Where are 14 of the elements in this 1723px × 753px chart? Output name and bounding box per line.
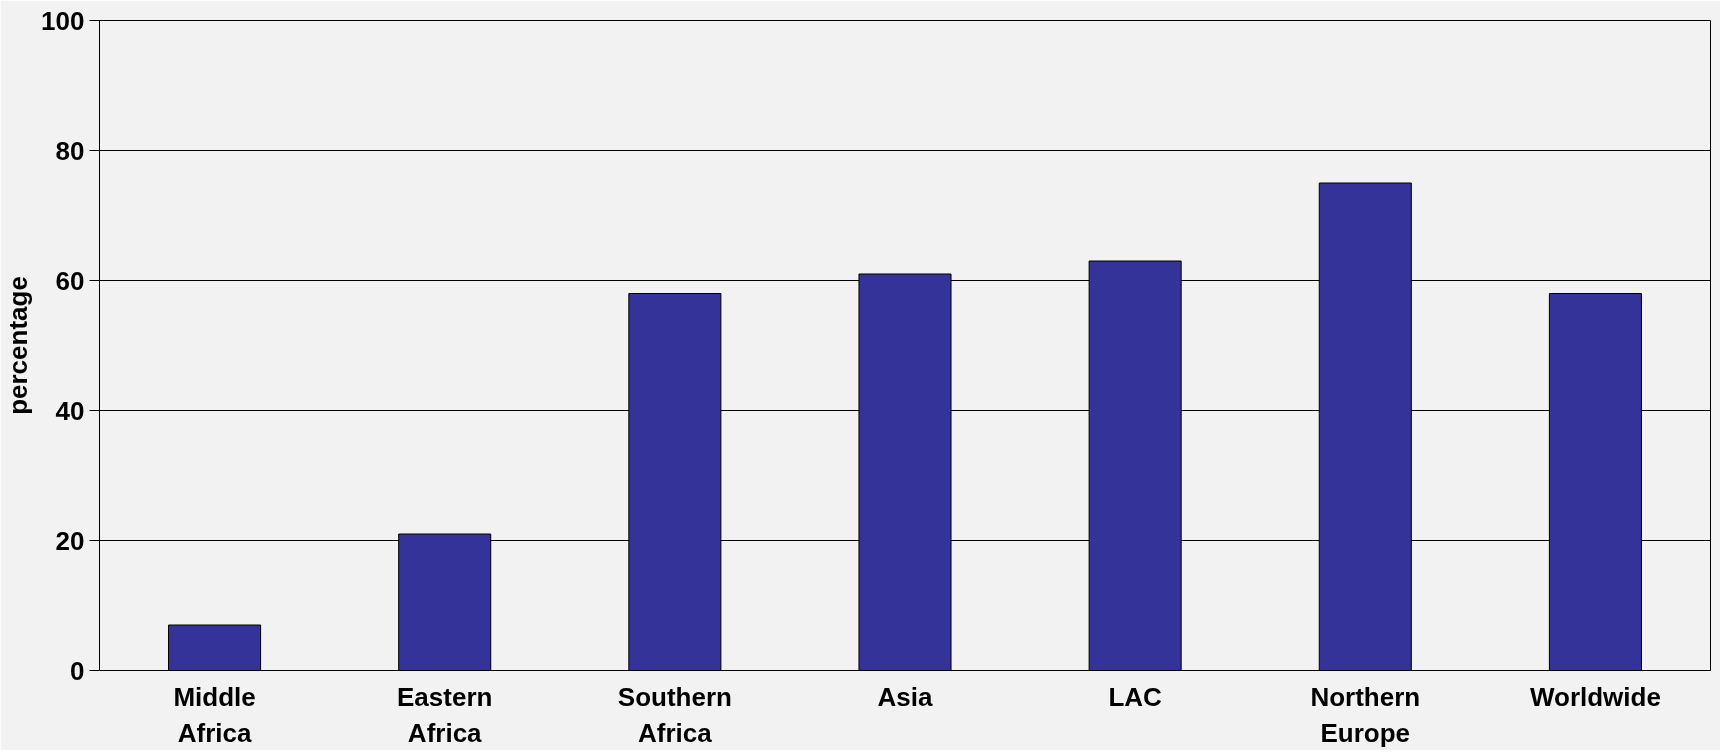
x-tick-label: LAC: [1108, 681, 1163, 712]
y-axis-title: percentage: [3, 276, 34, 415]
x-tick-label: Eastern Africa: [397, 681, 493, 748]
x-tick-label: Middle Africa: [173, 681, 256, 748]
y-tick-label: 100: [41, 5, 85, 36]
x-tick-label: Worldwide: [1529, 681, 1661, 712]
y-tick-label: 0: [70, 655, 85, 686]
x-tick-label: Asia: [877, 681, 933, 712]
x-tick-label: Southern Africa: [617, 681, 732, 748]
y-tick-label: 40: [55, 395, 85, 426]
y-tick-label: 20: [55, 525, 85, 556]
y-tick-label: 80: [55, 135, 85, 166]
y-tick-label: 60: [55, 265, 85, 296]
x-tick-label: Northern Europe: [1310, 681, 1421, 748]
